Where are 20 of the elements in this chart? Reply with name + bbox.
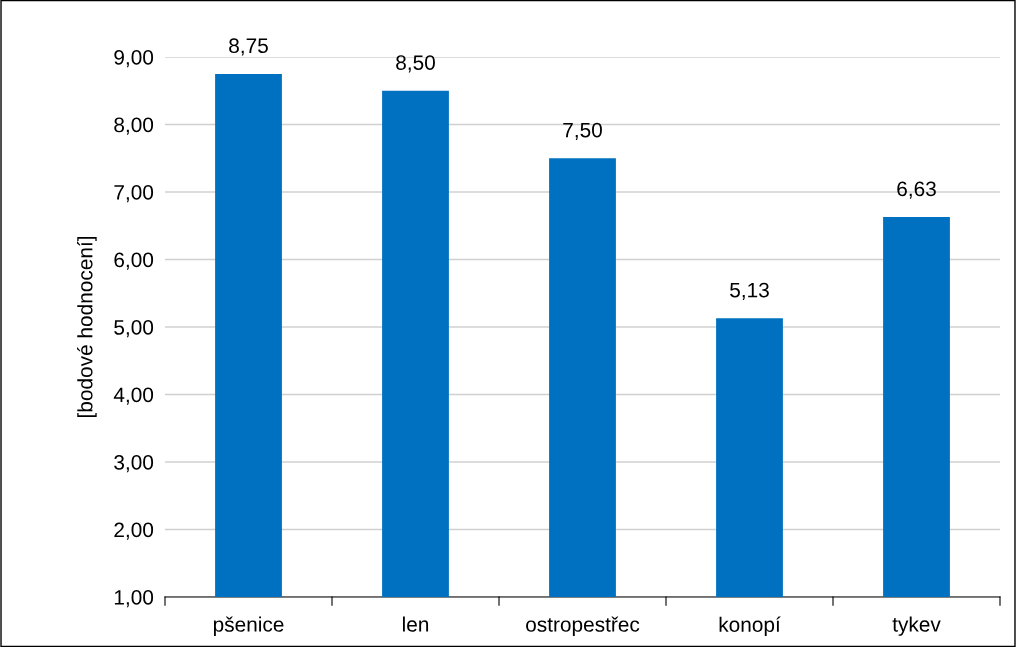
x-tick-label: pšenice	[213, 616, 284, 636]
y-tick-label: 9,00	[114, 50, 154, 68]
y-tick-label: 4,00	[113, 387, 154, 405]
y-tick-label: 2,00	[114, 522, 154, 540]
y-axis-title: [bodové hodnocení]	[77, 236, 97, 418]
y-tick-label: 1,00	[114, 590, 154, 608]
x-tick-label: ostropestřec	[526, 616, 640, 636]
x-tick-label: tykev	[892, 616, 941, 636]
y-tick-label: 3,00	[114, 455, 154, 473]
data-label: 8,75	[229, 38, 268, 56]
data-label: 8,50	[396, 55, 435, 73]
y-tick-label: 6,00	[114, 252, 154, 270]
data-label: 5,13	[730, 282, 769, 300]
data-label: 7,50	[563, 122, 602, 140]
x-tick-label: len	[403, 616, 429, 632]
y-tick-label: 7,00	[114, 185, 154, 203]
x-tick-label: konopí	[719, 616, 781, 637]
y-tick-label: 5,00	[114, 320, 154, 338]
data-label: 6,63	[897, 181, 936, 199]
y-tick-label: 8,00	[114, 117, 154, 135]
